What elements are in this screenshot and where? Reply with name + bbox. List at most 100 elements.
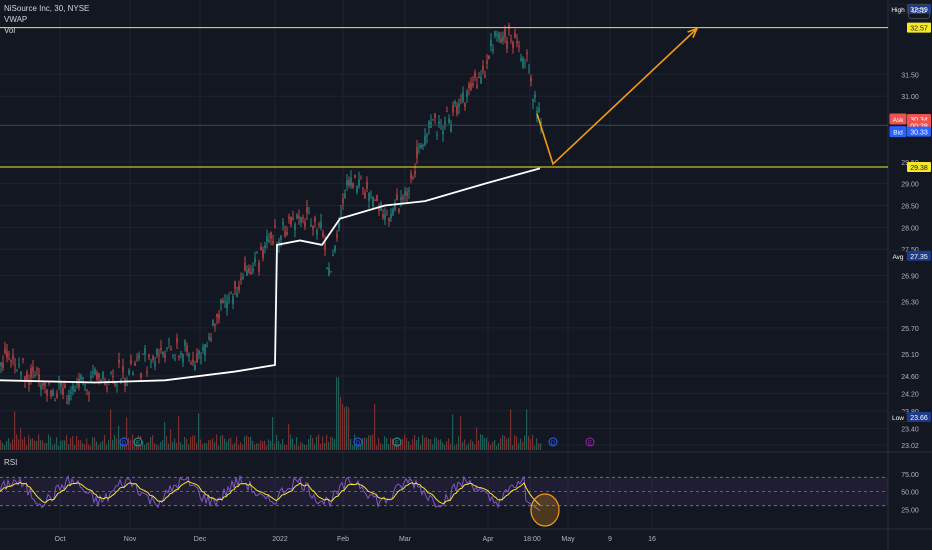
candle-body	[514, 33, 516, 39]
volume-bar	[128, 437, 130, 450]
volume-bar	[412, 439, 414, 450]
candle-body	[426, 134, 428, 137]
volume-bar	[64, 440, 66, 450]
candle-body	[96, 372, 98, 381]
candle-body	[162, 351, 164, 355]
candle-body	[66, 401, 68, 404]
candle-body	[270, 232, 272, 239]
volume-bar	[346, 405, 348, 450]
candle-body	[286, 231, 288, 235]
candle-body	[452, 105, 454, 113]
volume-bar	[496, 445, 498, 450]
candle-body	[332, 255, 334, 256]
event-marker	[548, 437, 558, 447]
volume-bar	[424, 437, 426, 450]
volume-bar	[12, 439, 14, 450]
volume-bar	[0, 440, 2, 450]
vwap-line	[0, 167, 541, 384]
price-label-box	[907, 162, 931, 173]
currency-button[interactable]: USD	[908, 4, 930, 19]
volume-bar	[468, 443, 470, 450]
price-label-value: 30.33	[910, 130, 928, 137]
volume-bar	[108, 440, 110, 450]
volume-bar	[22, 439, 24, 450]
candle-body	[344, 193, 346, 198]
candle-body	[488, 55, 490, 59]
volume-bar	[480, 434, 482, 450]
candle-body	[230, 293, 232, 295]
volume-bar	[210, 440, 212, 450]
volume-bar	[50, 437, 52, 450]
volume-bar	[452, 414, 454, 450]
volume-bar	[130, 439, 132, 450]
volume-bar	[490, 444, 492, 450]
candle-body	[298, 216, 300, 218]
price-label-name-box	[889, 250, 907, 262]
candle-body	[468, 83, 470, 88]
time-axis-tick: 2022	[272, 536, 288, 543]
volume-bar	[60, 440, 62, 450]
volume-bar	[26, 445, 28, 450]
volume-bar	[444, 444, 446, 450]
volume-bar	[88, 444, 90, 450]
candle-body	[370, 193, 372, 195]
volume-bar	[2, 443, 4, 450]
candle-body	[186, 345, 188, 353]
volume-bar	[24, 436, 26, 450]
volume-bar	[38, 434, 40, 450]
candle-body	[78, 378, 80, 388]
volume-bar	[188, 444, 190, 450]
volume-bar	[302, 443, 304, 450]
volume-bar	[348, 407, 350, 450]
candle-body	[400, 197, 402, 201]
candle-body	[336, 234, 338, 238]
candle-body	[4, 348, 6, 353]
volume-bar	[158, 445, 160, 450]
volume-bar	[220, 435, 222, 450]
volume-bar	[106, 444, 108, 450]
candle-body	[512, 41, 514, 49]
volume-bar	[184, 437, 186, 450]
candle-body	[154, 362, 156, 367]
candle-body	[406, 192, 408, 196]
candle-body	[130, 360, 132, 363]
candle-body	[206, 345, 208, 347]
candle-body	[72, 385, 74, 391]
candle-body	[392, 208, 394, 216]
candle-body	[326, 268, 328, 269]
candle-body	[160, 347, 162, 350]
volume-bar	[94, 437, 96, 450]
candle-body	[510, 39, 512, 41]
candle-body	[174, 358, 176, 359]
volume-bar	[80, 440, 82, 450]
candle-body	[44, 382, 46, 387]
volume-bar	[92, 437, 94, 450]
volume-bar	[200, 439, 202, 450]
candle-body	[236, 293, 238, 298]
candle-body	[102, 372, 104, 379]
volume-bar	[308, 439, 310, 450]
volume-bar	[390, 437, 392, 450]
candle-body	[156, 349, 158, 356]
candle-body	[272, 240, 274, 245]
volume-bar	[176, 442, 178, 450]
candle-body	[106, 388, 108, 390]
candle-body	[288, 216, 290, 219]
volume-bar	[520, 438, 522, 450]
candle-body	[290, 216, 292, 225]
price-label-name-box	[889, 126, 907, 138]
volume-bar	[214, 442, 216, 450]
price-label-name-box	[889, 113, 907, 125]
event-marker	[353, 437, 363, 447]
volume-bar	[512, 445, 514, 450]
price-label-name: Low	[892, 415, 904, 422]
candle-body	[68, 394, 70, 401]
candle-body	[388, 218, 390, 221]
time-axis-tick: Nov	[124, 536, 137, 543]
volume-bar	[418, 436, 420, 450]
price-axis-tick: 31.50	[901, 72, 919, 79]
volume-bar	[280, 443, 282, 450]
volume-bar	[172, 442, 174, 450]
volume-bar	[296, 437, 298, 450]
